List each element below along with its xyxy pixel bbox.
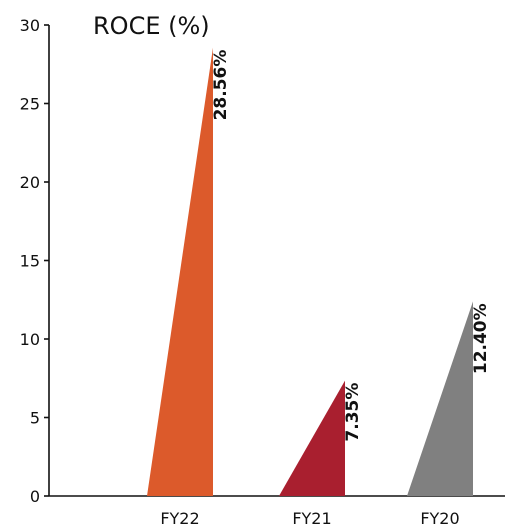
y-tick-label: 20 bbox=[20, 173, 40, 192]
y-tick-label: 5 bbox=[30, 409, 40, 428]
data-label-fy21: 7.35% bbox=[343, 383, 363, 442]
data-label-fy20: 12.40% bbox=[471, 303, 491, 374]
bar-series bbox=[147, 47, 473, 496]
y-tick-label: 10 bbox=[20, 330, 40, 349]
bar-fy21 bbox=[279, 380, 345, 496]
y-tick-label: 0 bbox=[30, 487, 40, 506]
category-label-fy21: FY21 bbox=[292, 509, 331, 528]
category-label-fy22: FY22 bbox=[160, 509, 199, 528]
data-labels: 28.56% 7.35% 12.40% bbox=[211, 50, 491, 442]
y-tick-label: 25 bbox=[20, 95, 40, 114]
data-label-fy22: 28.56% bbox=[211, 50, 231, 121]
y-axis: 0 5 10 15 20 25 30 bbox=[20, 16, 50, 506]
category-label-fy20: FY20 bbox=[420, 509, 459, 528]
chart-title: ROCE (%) bbox=[93, 12, 210, 40]
bar-fy22 bbox=[147, 47, 213, 496]
y-tick-label: 30 bbox=[20, 16, 40, 35]
category-labels: FY22 FY21 FY20 bbox=[160, 509, 459, 528]
bar-fy20 bbox=[407, 301, 473, 496]
y-tick-label: 15 bbox=[20, 252, 40, 271]
